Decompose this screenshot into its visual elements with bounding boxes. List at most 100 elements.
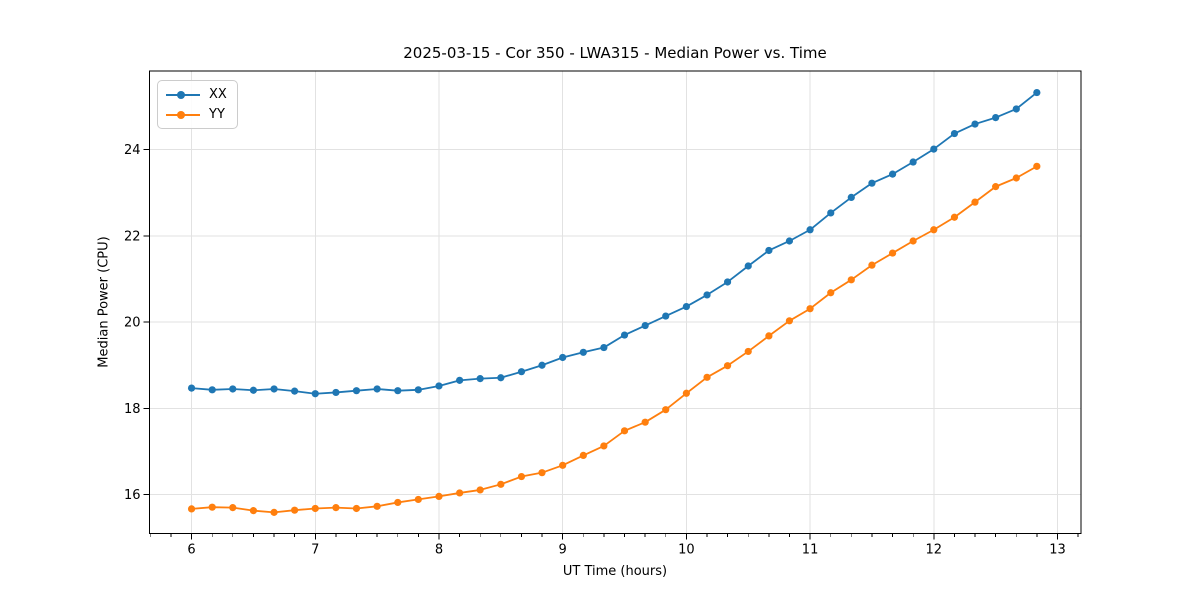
series-xx-marker — [291, 387, 299, 395]
series-yy-marker — [785, 317, 794, 325]
series-xx-marker — [414, 386, 422, 394]
x-axis-label: UT Time (hours) — [562, 564, 668, 579]
x-tick-label: 12 — [926, 543, 943, 558]
series-yy-marker — [249, 507, 258, 515]
x-tick-label: 13 — [1049, 543, 1066, 558]
legend-label-yy: YY — [209, 107, 225, 122]
series-xx-marker — [827, 209, 835, 217]
series-yy-marker — [765, 332, 773, 340]
series-yy-marker — [352, 504, 361, 513]
series-yy-marker — [332, 504, 340, 512]
x-tick-label: 11 — [802, 543, 819, 558]
series-yy-marker — [868, 261, 876, 269]
legend-label-xx: XX — [209, 87, 227, 102]
series-yy-marker — [1033, 162, 1041, 170]
series-yy-marker — [600, 442, 608, 450]
series-xx-marker — [476, 375, 484, 383]
series-yy-marker — [497, 480, 505, 488]
series-xx-marker — [765, 246, 773, 255]
series-xx-marker — [435, 382, 443, 390]
y-tick-label: 24 — [124, 143, 141, 158]
series-xx-marker — [785, 237, 794, 245]
x-tick-label: 7 — [311, 543, 319, 558]
series-yy-marker — [476, 486, 484, 494]
series-yy-marker — [662, 406, 670, 414]
series-yy-marker — [992, 183, 1000, 191]
series-xx-marker — [868, 179, 876, 187]
series-xx-marker — [682, 302, 690, 311]
series-xx-marker — [600, 343, 608, 352]
series-xx-marker — [497, 374, 505, 382]
x-tick-label: 9 — [559, 543, 567, 558]
series-yy-marker — [394, 498, 402, 507]
series-xx-marker — [373, 385, 381, 393]
series-yy-marker — [187, 505, 196, 513]
series-yy-marker — [847, 276, 855, 284]
series-yy-marker — [827, 289, 835, 297]
series-yy-marker — [291, 506, 299, 514]
y-tick-label: 16 — [124, 488, 141, 503]
series-xx-marker — [559, 353, 567, 362]
series-xx-marker — [703, 291, 711, 299]
series-yy-marker — [559, 461, 567, 469]
x-tick-label: 6 — [187, 543, 195, 558]
series-yy-marker — [806, 305, 814, 313]
series-yy-marker — [641, 418, 649, 426]
series-xx-marker — [847, 193, 855, 202]
legend-marker-yy-icon — [166, 110, 200, 120]
series-xx-marker — [352, 387, 361, 395]
series-xx-marker — [517, 368, 526, 376]
series-xx-marker — [723, 278, 732, 286]
series-xx-marker — [662, 312, 670, 320]
x-tick-label: 10 — [678, 543, 695, 558]
series-yy-marker — [456, 489, 464, 497]
series-xx-marker — [1012, 105, 1020, 113]
y-tick-label: 22 — [124, 229, 141, 244]
series-xx-marker — [909, 158, 917, 166]
series-yy-marker — [682, 389, 690, 397]
legend-marker-xx-icon — [166, 90, 200, 100]
series-xx-marker — [394, 387, 402, 395]
y-axis-label: Median Power (CPU) — [96, 236, 112, 368]
y-tick-label: 18 — [124, 402, 141, 417]
series-xx-marker — [950, 129, 959, 138]
series-xx-marker — [208, 386, 216, 394]
x-tick-label: 8 — [435, 543, 443, 558]
series-yy-marker — [971, 198, 979, 206]
series-yy-marker — [517, 472, 526, 481]
y-tick-label: 20 — [124, 316, 141, 331]
series-xx-marker — [579, 348, 587, 356]
series-yy-marker — [1012, 174, 1020, 182]
series-yy-marker — [414, 495, 422, 504]
series-yy-marker — [270, 508, 278, 516]
series-xx-marker — [971, 120, 979, 128]
legend-item-xx: XX — [166, 85, 227, 104]
series-xx-marker — [187, 384, 196, 392]
series-yy-marker — [229, 504, 237, 512]
series-xx-marker — [620, 331, 629, 339]
series-yy-marker — [208, 503, 216, 511]
series-xx-marker — [888, 170, 897, 178]
series-yy-marker — [538, 469, 546, 477]
series-xx-marker — [249, 386, 258, 394]
series-yy-line — [191, 165, 1038, 514]
legend: XX YY — [157, 80, 238, 129]
series-xx-marker — [332, 388, 340, 397]
series-xx-marker — [311, 390, 319, 398]
series-xx-marker — [806, 226, 814, 234]
series-yy-marker — [703, 373, 711, 381]
series-xx-marker — [992, 113, 1000, 122]
series-yy-marker — [909, 237, 917, 245]
series-yy-marker — [620, 427, 629, 435]
series-yy-marker — [579, 451, 587, 460]
series-xx-marker — [641, 321, 649, 330]
axes-frame — [149, 70, 1082, 534]
series-xx-marker — [456, 376, 464, 384]
legend-item-yy: YY — [166, 105, 227, 124]
series-xx-marker — [744, 262, 752, 270]
series-xx-marker — [229, 385, 237, 393]
series-xx-marker — [930, 145, 938, 153]
series-yy-marker — [930, 226, 938, 234]
